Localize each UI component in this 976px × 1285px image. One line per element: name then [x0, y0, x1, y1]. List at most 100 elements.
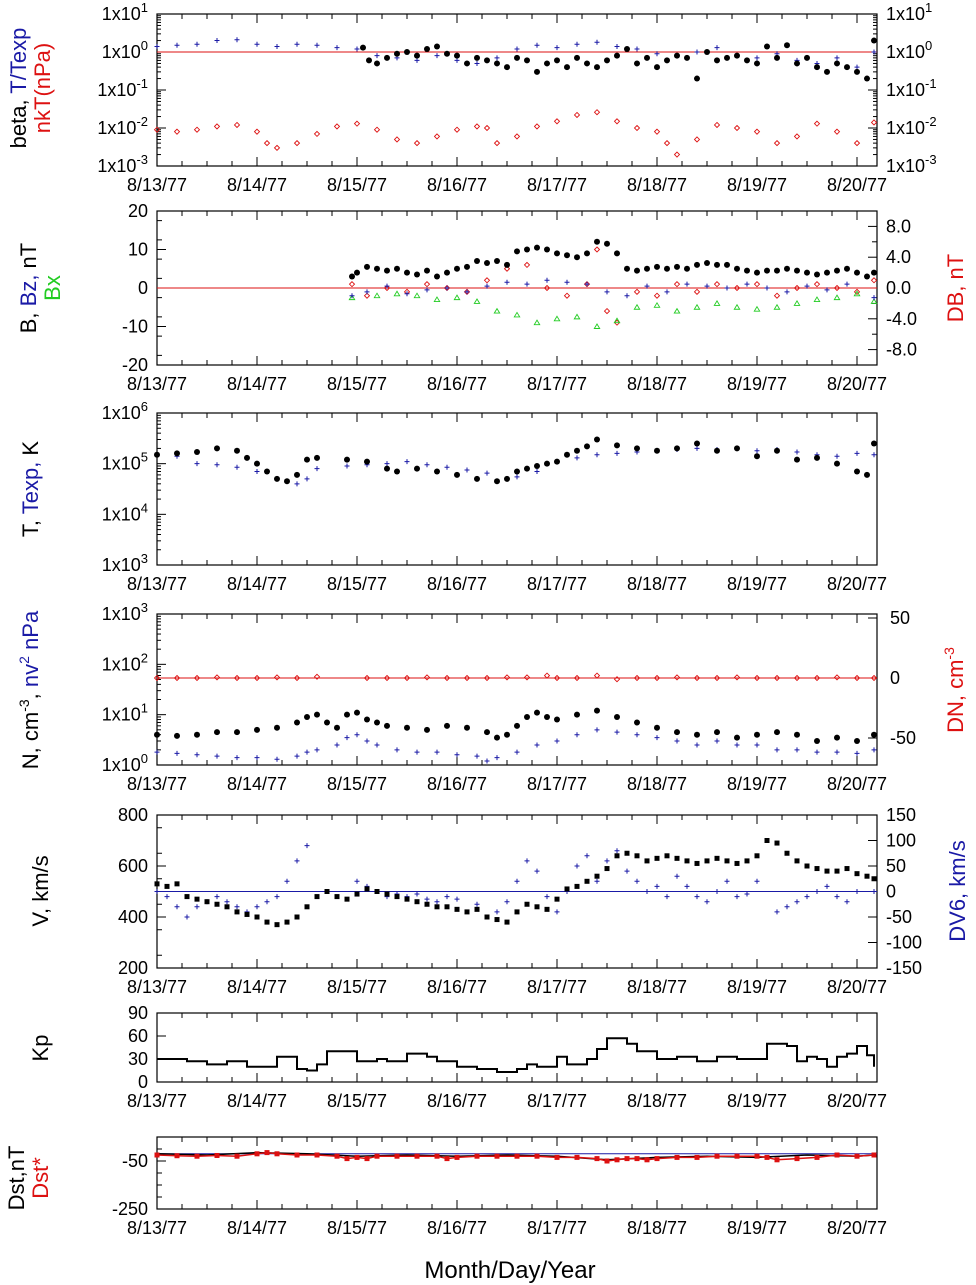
beta-panel-xtick-label: 8/15/77 [327, 175, 387, 195]
v-panel-v-point [454, 906, 460, 912]
t-panel-t-point [674, 445, 680, 452]
b-panel-ytick-label-right: 0.0 [886, 278, 911, 298]
n-panel-nv2-point [574, 732, 580, 738]
beta-panel-beta-point [594, 64, 600, 71]
v-panel-dv6-point [294, 858, 300, 864]
b-panel-b-point [804, 269, 810, 276]
v-panel-v-point [794, 858, 800, 864]
v-panel-ylabel: V, km/s [28, 855, 53, 926]
v-panel-dv6-point [724, 878, 730, 884]
n-panel-n-point [754, 731, 760, 738]
n-panel-dn-point [793, 674, 801, 682]
n-panel-nv2-point [754, 742, 760, 748]
beta-panel-beta-point [844, 64, 850, 71]
v-panel-v-point [404, 896, 410, 902]
b-panel-bz-point [524, 281, 530, 287]
dst-panel-dst-point [334, 1153, 340, 1159]
v-panel-ytick-label-right: -50 [886, 907, 912, 927]
beta-panel-nktnpa-point [293, 139, 301, 147]
n-panel-nv2-point [254, 755, 260, 761]
v-panel-v-point [194, 896, 200, 902]
v-panel-dv6-point [494, 909, 500, 915]
v-panel-ylabel-main: V, km/s [28, 855, 53, 926]
t-panel-ylabel-seg-0-0: T, [18, 514, 43, 537]
v-panel-v-point [864, 873, 870, 879]
v-panel-v-point [734, 860, 740, 866]
b-panel-bz-point [604, 289, 610, 295]
t-panel-t-point [694, 440, 700, 447]
b-panel-db-point [348, 281, 356, 288]
dst-panel-dst-point [604, 1158, 610, 1164]
v-panel-xtick-label: 8/20/77 [827, 977, 887, 997]
v-panel-ytick-label-left: 800 [118, 805, 148, 825]
b-panel-right-ylabel: DB, nT [943, 254, 968, 322]
beta-panel-nktnpa-point [393, 136, 401, 143]
v-panel-v-point [871, 876, 877, 882]
v-panel-right-ylabel-text: DV6, km/s [945, 840, 970, 941]
n-panel-ylabel-line-0: N, cm-3, nv2 nPa [16, 610, 43, 769]
n-panel-n-point [694, 731, 700, 738]
dst-panel-ytick-label-left: -50 [122, 1151, 148, 1171]
v-panel-v-point [604, 866, 610, 872]
b-panel-db-point [693, 288, 701, 295]
n-panel-nv2-point [794, 747, 800, 753]
dst-panel-dst-point [274, 1151, 280, 1157]
beta-panel-beta-point [694, 75, 700, 82]
t-panel-t-point [194, 448, 200, 455]
beta-panel-nktnpa-point [473, 123, 481, 130]
b-panel-b-point [754, 269, 760, 276]
beta-panel-ytick-label-right: 1x100 [886, 38, 932, 62]
t-panel-t-point [314, 454, 320, 461]
b-panel-ylabel-seg-1-0: Bx [40, 275, 65, 301]
n-panel-dn-point [553, 674, 561, 682]
n-panel-n-point [544, 713, 550, 720]
beta-panel-beta-point [784, 42, 790, 49]
beta-panel-ttexp-point [574, 41, 580, 47]
n-panel-n-point [424, 726, 430, 733]
b-panel-ytick-label-right: 4.0 [886, 247, 911, 267]
v-panel-ytick-label-right: 100 [886, 831, 916, 851]
beta-panel-beta-point [524, 57, 530, 64]
t-panel-texp-point [424, 462, 430, 468]
b-panel-bz-point [564, 279, 570, 285]
dst-panel-dst-point [614, 1157, 620, 1163]
v-panel-xtick-label: 8/17/77 [527, 977, 587, 997]
b-panel-db-point [673, 281, 681, 288]
n-panel-n-point [324, 719, 330, 726]
t-panel-t-point [754, 453, 760, 460]
beta-panel-ttexp-point [594, 39, 600, 45]
dst-panel-dst-point [414, 1153, 420, 1159]
b-panel-b-point [564, 252, 570, 259]
t-panel-ytick-label-left: 1x103 [102, 551, 148, 575]
t-panel-texp-point [794, 449, 800, 455]
v-panel-ytick-label-right: 150 [886, 805, 916, 825]
v-panel-dv6-point [474, 901, 480, 907]
n-panel-ylabel-seg-0-5: nPa [18, 610, 43, 656]
v-panel-dv6-point [574, 863, 580, 869]
b-panel-xtick-label: 8/15/77 [327, 374, 387, 394]
v-panel-v-point [804, 863, 810, 869]
dst-panel-dst-point [814, 1154, 820, 1160]
beta-panel-beta-point [484, 57, 490, 64]
n-panel-right-ylabel-text: DN, cm-3 [941, 647, 968, 733]
v-panel-dv6-point [674, 873, 680, 879]
b-panel-ytick-label-right: -8.0 [886, 340, 917, 360]
n-panel-n-point [814, 737, 820, 744]
v-panel-v-point [414, 899, 420, 905]
v-panel-dv6-point [504, 899, 510, 905]
beta-panel-nktnpa-point [673, 151, 681, 158]
v-panel-v-point [334, 894, 340, 900]
beta-panel-nktnpa-point [313, 130, 321, 138]
dst-panel-dst-point [354, 1154, 360, 1160]
n-panel-nv2-point [364, 738, 370, 744]
v-panel-v-point [574, 883, 580, 889]
kp-panel-ytick-label-left: 30 [128, 1049, 148, 1069]
b-panel-bz-point [724, 285, 730, 291]
dst-panel-dst-point [834, 1152, 840, 1158]
beta-panel-ttexp-point [534, 42, 540, 48]
beta-panel-beta-point [724, 54, 730, 61]
b-panel-bx-point [733, 303, 741, 310]
n-panel-xtick-label: 8/19/77 [727, 774, 787, 794]
n-panel-ytick-label-left-base: 1x10 [102, 654, 141, 674]
